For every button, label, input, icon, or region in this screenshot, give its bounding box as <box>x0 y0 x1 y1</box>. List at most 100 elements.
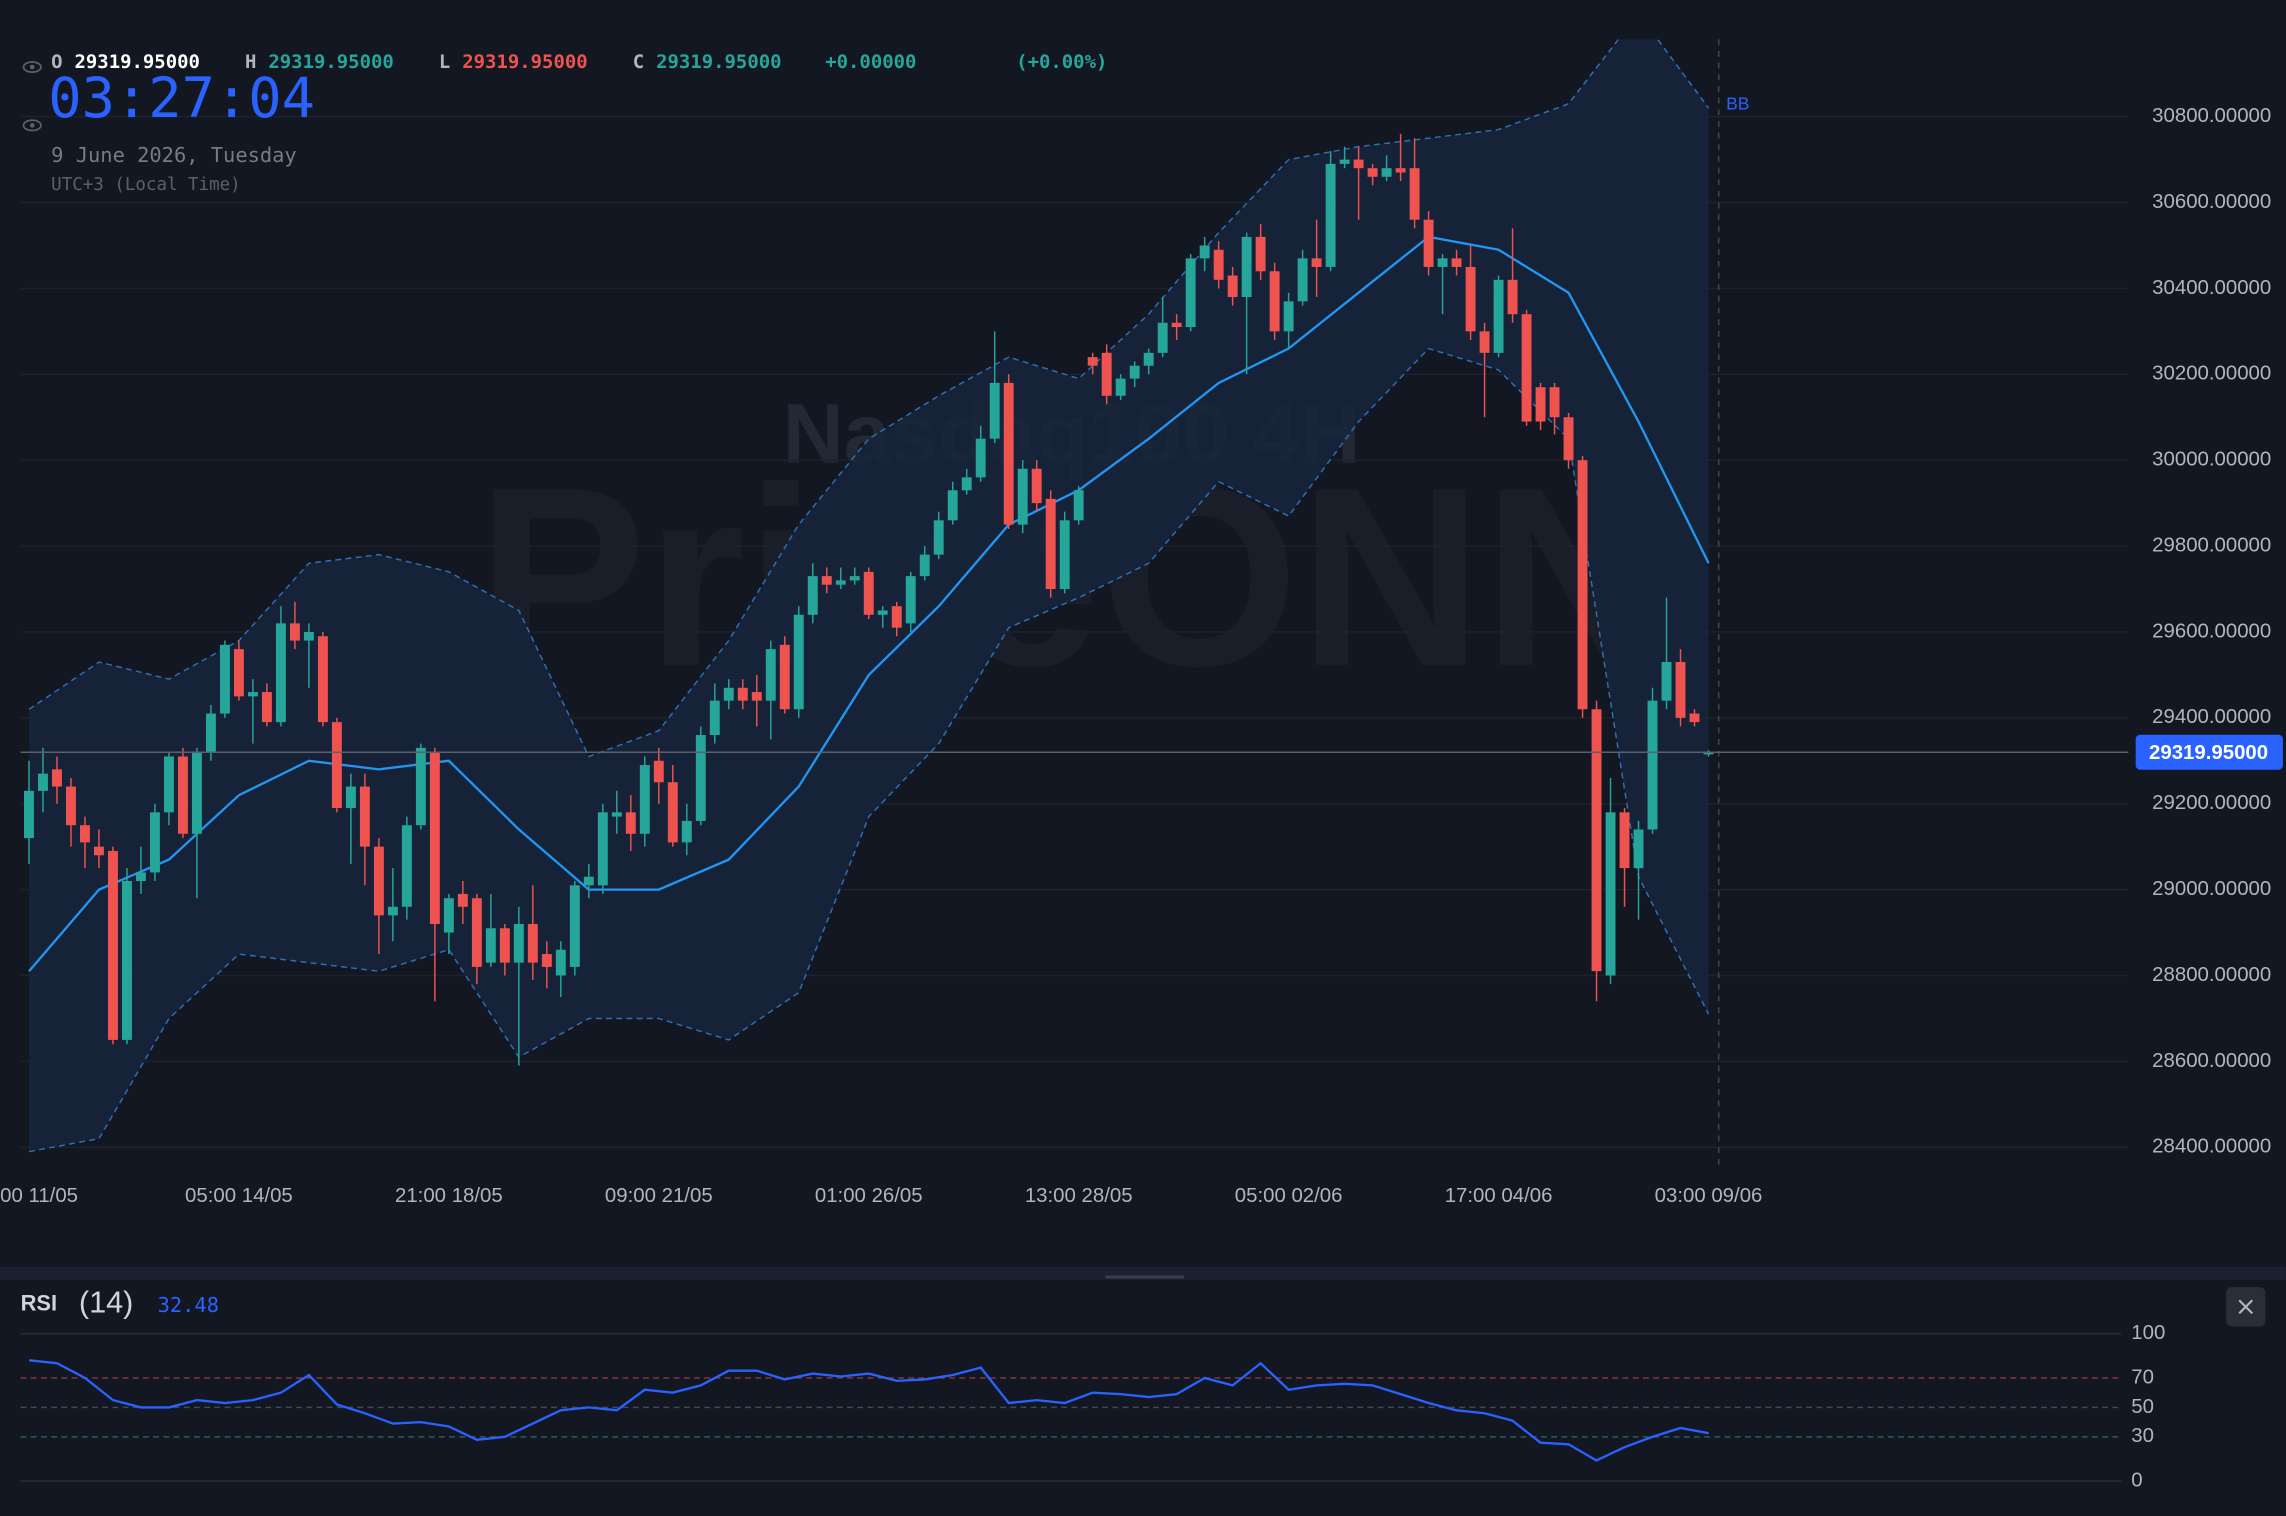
eye-icon[interactable] <box>22 61 42 74</box>
close-button[interactable] <box>2226 1287 2266 1327</box>
candle-body <box>261 692 272 723</box>
indicator-label: BB <box>1726 94 1749 114</box>
candle-body <box>163 756 174 813</box>
candle-body <box>1633 829 1644 869</box>
candle-body <box>625 812 636 834</box>
candle-body <box>863 571 874 615</box>
candle-body <box>1325 163 1336 267</box>
candle-body <box>1101 352 1112 396</box>
y-tick-label: 28400.00000 <box>2152 1136 2271 1158</box>
y-tick-label: 28600.00000 <box>2152 1050 2271 1072</box>
candle-body <box>1689 713 1700 723</box>
rsi-pane: 100 70 50 30 0 <box>20 1322 2165 1491</box>
candle-body <box>429 752 440 924</box>
candle-body <box>1227 275 1238 298</box>
x-tick-label: 05:00 14/05 <box>185 1185 293 1207</box>
x-tick-label: 01:00 26/05 <box>815 1185 923 1207</box>
candle-body <box>667 782 678 843</box>
candle-body <box>205 713 216 753</box>
candle-body <box>1003 382 1014 525</box>
candle-body <box>1031 468 1042 504</box>
legend-value: 29319.95000 <box>462 51 587 73</box>
candle-body <box>345 786 356 809</box>
candle-body <box>107 850 118 1040</box>
candle-body <box>681 820 692 843</box>
candle-body <box>947 490 958 521</box>
clock: 03:27:04 <box>48 67 315 131</box>
x-tick-label: 03:00 09/06 <box>1655 1185 1763 1207</box>
candle-body <box>66 786 76 826</box>
candle-body <box>485 928 496 963</box>
last-price-box <box>2135 734 2283 770</box>
candle-body <box>1367 168 1378 177</box>
candle-body <box>373 846 384 916</box>
candle-body <box>583 876 594 886</box>
bb-upper <box>28 39 1710 758</box>
candle-body <box>275 623 286 723</box>
candle-body <box>919 554 930 577</box>
candle-body <box>499 928 510 963</box>
candle-body <box>835 580 846 585</box>
candle-body <box>1703 752 1714 755</box>
x-tick-label: 00 11/05 <box>0 1185 78 1207</box>
candle-body <box>38 773 48 791</box>
candle-body <box>1563 417 1574 461</box>
rsi-title: RSI <box>21 1290 57 1315</box>
candle-body <box>569 885 580 967</box>
x-tick-label: 13:00 28/05 <box>1025 1185 1133 1207</box>
candle-body <box>1255 236 1266 272</box>
rsi-period: (14) <box>79 1286 133 1320</box>
candle-body <box>1493 279 1504 353</box>
candle-body <box>1297 258 1308 302</box>
eye-icon[interactable] <box>22 119 42 132</box>
candle-body <box>1059 520 1070 590</box>
candle-body <box>93 846 104 856</box>
pane-separator[interactable] <box>0 1266 2286 1280</box>
legend-label: L <box>439 51 450 73</box>
candle-body <box>1521 314 1532 422</box>
legend-value: 29319.95000 <box>268 51 393 73</box>
candle-body <box>1283 301 1294 332</box>
candle-body <box>513 923 524 963</box>
candle-body <box>695 735 706 821</box>
candle-body <box>1115 378 1126 396</box>
candle-body <box>471 898 482 967</box>
x-tick-label: 05:00 02/06 <box>1235 1185 1343 1207</box>
axes: 28400.00000 28600.00000 28800.00000 29000.0… <box>0 39 2283 1207</box>
rsi-value: 32.48 <box>158 1293 219 1317</box>
x-tick-label: 09:00 21/05 <box>605 1185 713 1207</box>
candle-body <box>1171 322 1182 328</box>
y-tick-label: 29400.00000 <box>2152 706 2271 728</box>
x-tick-label: 17:00 04/06 <box>1445 1185 1553 1207</box>
candle-body <box>415 747 426 826</box>
candle-body <box>989 382 1000 439</box>
candle-body <box>1017 468 1028 525</box>
legend-value: 29319.95000 <box>75 51 200 73</box>
candle-body <box>723 687 734 701</box>
timezone: UTC+3 (Local Time) <box>51 175 240 195</box>
candle-body <box>765 649 776 701</box>
candle-body <box>1073 490 1084 521</box>
candle-body <box>1507 279 1518 315</box>
y-tick-label: 29800.00000 <box>2152 534 2271 556</box>
candle-body <box>52 769 62 787</box>
candle-body <box>149 812 160 873</box>
legend-change: +0.00000 <box>825 51 916 73</box>
y-tick-label: 29000.00000 <box>2152 878 2271 900</box>
rsi-line <box>28 1359 1709 1462</box>
bb-lower <box>28 347 1710 1153</box>
candle-body <box>1241 236 1252 298</box>
candle-body <box>303 631 314 641</box>
candle-body <box>1311 258 1322 267</box>
y-tick-label: 28800.00000 <box>2152 964 2271 986</box>
candle-body <box>1577 460 1588 710</box>
candle-body <box>1675 662 1686 718</box>
candle-body <box>387 906 398 916</box>
legend-value: 29319.95000 <box>656 51 781 73</box>
candle-body <box>527 923 538 963</box>
candle-body <box>1451 258 1462 267</box>
candle-body <box>639 765 650 834</box>
y-tick-label: 100 <box>2131 1322 2165 1344</box>
candle-body <box>555 949 566 976</box>
